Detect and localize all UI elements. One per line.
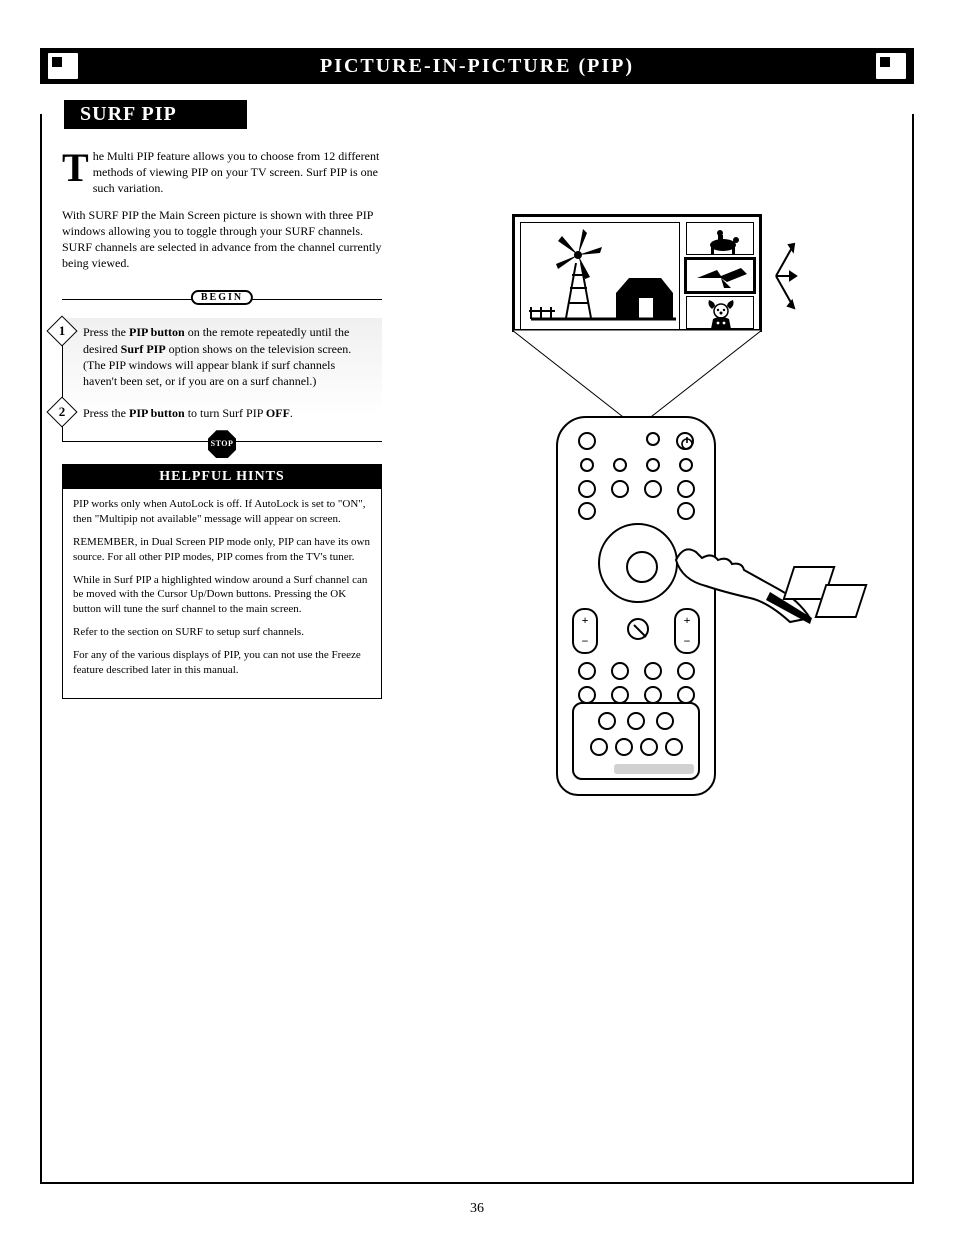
rider-icon [687,223,755,256]
remote-row [558,662,714,680]
begin-divider: BEGIN [62,299,382,300]
remote-button [644,662,662,680]
helpful-hints-title: HELPFUL HINTS [63,465,381,489]
instructions: BEGIN 1 Press the PIP button on the remo… [62,289,382,442]
remote-button [598,712,616,730]
step-number: 1 [51,320,73,342]
remote-button [644,480,662,498]
farm-scene-icon [521,223,681,331]
remote-row [558,502,714,520]
page-number: 36 [470,1201,484,1217]
helpful-hints-body: PIP works only when AutoLock is off. If … [63,489,381,697]
remote-button [615,738,633,756]
content-frame: SURF PIP T he Multi PIP feature allows y… [40,114,914,1184]
dropcap: T [62,148,93,185]
remote-button [580,458,594,472]
dpad-icon [598,523,678,603]
remote-button [611,480,629,498]
remote-button [677,502,695,520]
clown-icon [687,297,755,330]
intro-text: T he Multi PIP feature allows you to cho… [62,148,382,271]
surf-cycle-arrows-icon [774,236,804,316]
remote-button [590,738,608,756]
remote-button [646,432,660,446]
remote-row [558,458,714,472]
tv-frame [512,214,762,332]
remote-button [679,458,693,472]
remote-button [677,480,695,498]
pip-button-callout [788,566,878,616]
remote-control: + − + − [556,416,721,796]
hint-2: REMEMBER, in Dual Screen PIP mode only, … [73,535,371,565]
pip-window-3 [686,296,754,329]
header-title: PICTURE-IN-PICTURE (PIP) [40,48,914,84]
intro-p1: he Multi PIP feature allows you to choos… [93,149,380,195]
remote-button [646,458,660,472]
step-2-text: Press the PIP button to turn Surf PIP OF… [83,406,293,420]
power-button-icon [676,432,694,450]
hint-3: While in Surf PIP a highlighted window a… [73,573,371,618]
remote-button [677,662,695,680]
remote-row [558,480,714,498]
intro-p2: With SURF PIP the Main Screen picture is… [62,207,382,272]
step-1-text: Press the PIP button on the remote repea… [83,325,351,388]
remote-top-row [558,432,714,450]
begin-label: BEGIN [191,290,253,305]
hint-5: For any of the various displays of PIP, … [73,648,371,678]
steps-area: 1 Press the PIP button on the remote rep… [62,318,382,441]
stop-label: STOP [208,430,236,458]
remote-brand-plate [614,764,694,774]
remote-bottom-panel [572,702,700,780]
remote-button [656,712,674,730]
remote-button [578,480,596,498]
remote-button [640,738,658,756]
volume-rocker-icon: + − [572,608,598,654]
step-2: 2 Press the PIP button to turn Surf PIP … [63,399,382,431]
tv-screen [512,214,772,332]
pip-window-1 [686,222,754,255]
remote-button [611,662,629,680]
helpful-hints-box: HELPFUL HINTS PIP works only when AutoLo… [62,464,382,698]
step-number: 2 [51,401,73,423]
remote-row [574,712,698,730]
stop-divider: STOP [62,441,382,442]
remote-button [578,662,596,680]
header-bar: PICTURE-IN-PICTURE (PIP) [40,48,914,84]
remote-button [627,712,645,730]
remote-button [578,502,596,520]
remote-button [665,738,683,756]
hint-1: PIP works only when AutoLock is off. If … [73,497,371,527]
remote-row [574,738,698,756]
page: PICTURE-IN-PICTURE (PIP) SURF PIP T he M… [0,0,954,1235]
remote-button [613,458,627,472]
illustration: + − + − [492,214,832,796]
step-1: 1 Press the PIP button on the remote rep… [63,318,382,399]
hint-4: Refer to the section on SURF to setup su… [73,625,371,640]
pip-icon-right [876,53,906,79]
remote-button [578,432,596,450]
pip-icon-left [48,53,78,79]
left-column: T he Multi PIP feature allows you to cho… [62,148,382,699]
pip-window-2 [686,259,754,292]
mute-button-icon [627,618,649,640]
projection-beam-icon [512,330,762,420]
surf-badge: SURF PIP [64,100,247,129]
tv-main-picture [520,222,680,330]
eagle-icon [687,260,755,293]
